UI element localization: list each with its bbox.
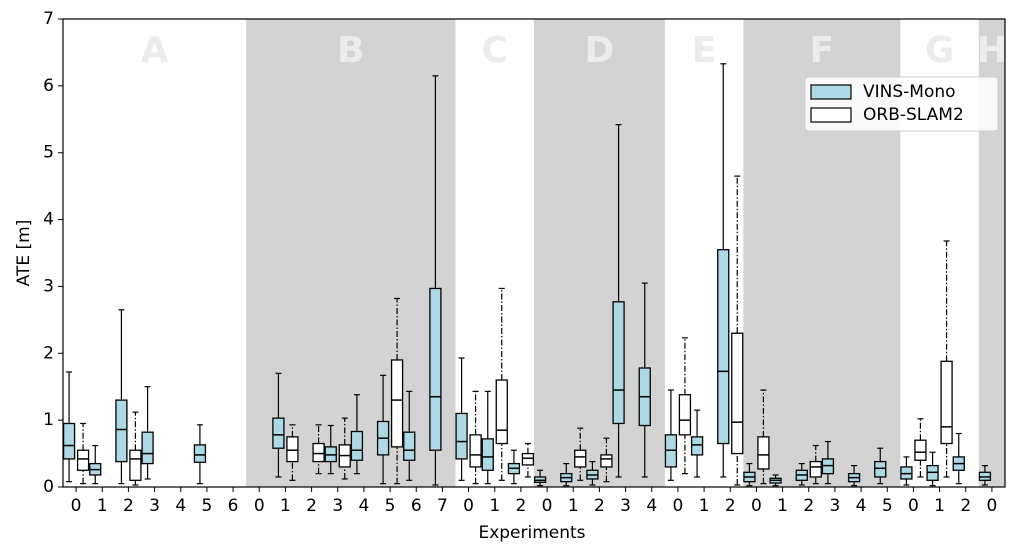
- group-label: F: [810, 30, 835, 71]
- x-tick-label: 0: [463, 496, 474, 516]
- x-tick-label: 2: [516, 496, 527, 516]
- x-tick-label: 6: [411, 496, 422, 516]
- x-tick-label: 1: [280, 496, 291, 516]
- y-tick-label: 2: [43, 343, 54, 363]
- x-axis-label: Experiments: [478, 523, 585, 543]
- x-tick-label: 0: [542, 496, 553, 516]
- box: [429, 287, 442, 451]
- x-tick-label: 0: [673, 496, 684, 516]
- box: [521, 452, 535, 466]
- x-tick-label: 0: [751, 496, 762, 516]
- x-tick-label: 4: [359, 496, 370, 516]
- box: [757, 436, 770, 470]
- group-label: G: [925, 30, 955, 71]
- box: [193, 444, 207, 463]
- legend-label: ORB-SLAM2: [863, 105, 964, 125]
- x-tick-label: 1: [699, 496, 710, 516]
- box: [403, 431, 416, 461]
- box: [940, 360, 953, 445]
- box: [76, 449, 90, 471]
- box: [914, 439, 927, 461]
- group-shade: [246, 19, 456, 487]
- box: [600, 454, 613, 468]
- x-tick-label: 0: [254, 496, 265, 516]
- y-tick-label: 0: [43, 477, 54, 497]
- y-tick-label: 3: [43, 276, 54, 296]
- x-tick-label: 1: [934, 496, 945, 516]
- x-tick-label: 2: [725, 496, 736, 516]
- x-tick-label: 1: [777, 496, 788, 516]
- legend-swatch: [810, 107, 852, 123]
- group-label: E: [692, 30, 717, 71]
- y-tick-label: 7: [43, 9, 54, 29]
- x-tick-label: 3: [620, 496, 631, 516]
- x-tick-label: 4: [175, 496, 186, 516]
- x-tick-label: 0: [987, 496, 998, 516]
- x-tick-label: 4: [646, 496, 657, 516]
- x-tick-label: 2: [306, 496, 317, 516]
- box: [129, 449, 142, 481]
- box: [272, 417, 285, 449]
- group-label: B: [337, 30, 364, 71]
- box: [469, 434, 482, 468]
- x-tick-label: 6: [228, 496, 239, 516]
- axes-frame: [62, 18, 1006, 488]
- x-tick-label: 4: [856, 496, 867, 516]
- x-tick-label: 2: [594, 496, 605, 516]
- x-tick-label: 7: [437, 496, 448, 516]
- box: [495, 379, 508, 445]
- box: [731, 332, 744, 455]
- group-label: H: [977, 30, 1007, 71]
- y-tick-label: 4: [43, 210, 54, 230]
- x-tick-label: 1: [568, 496, 579, 516]
- x-tick-label: 3: [332, 496, 343, 516]
- box: [717, 249, 730, 445]
- box: [115, 399, 128, 463]
- y-axis-label: ATE [m]: [14, 220, 34, 287]
- x-tick-label: 5: [202, 496, 213, 516]
- box: [612, 301, 625, 425]
- x-tick-label: 3: [149, 496, 160, 516]
- x-tick-label: 2: [123, 496, 134, 516]
- group-label: C: [482, 30, 508, 71]
- x-tick-label: 0: [71, 496, 82, 516]
- x-tick-label: 1: [97, 496, 108, 516]
- x-tick-label: 5: [882, 496, 893, 516]
- box: [286, 436, 299, 463]
- legend-swatch: [810, 84, 852, 100]
- x-tick-label: 0: [908, 496, 919, 516]
- y-tick-label: 1: [43, 410, 54, 430]
- x-tick-label: 2: [803, 496, 814, 516]
- group-label: D: [584, 30, 614, 71]
- box: [574, 449, 587, 468]
- x-tick-label: 5: [385, 496, 396, 516]
- box: [690, 436, 704, 456]
- x-tick-label: 2: [960, 496, 971, 516]
- legend-label: VINS-Mono: [863, 82, 956, 102]
- box: [312, 442, 325, 463]
- x-tick-label: 3: [830, 496, 841, 516]
- box: [678, 394, 692, 436]
- box: [350, 430, 364, 461]
- box: [874, 460, 887, 478]
- y-tick-label: 5: [43, 143, 54, 163]
- box: [141, 431, 154, 465]
- box: [390, 359, 404, 448]
- box: [809, 460, 822, 478]
- box: [455, 412, 468, 460]
- group-label: A: [141, 30, 169, 71]
- y-tick-label: 6: [43, 76, 54, 96]
- x-tick-label: 1: [489, 496, 500, 516]
- legend-frame: [804, 76, 999, 132]
- box: [62, 422, 76, 460]
- box: [481, 438, 494, 471]
